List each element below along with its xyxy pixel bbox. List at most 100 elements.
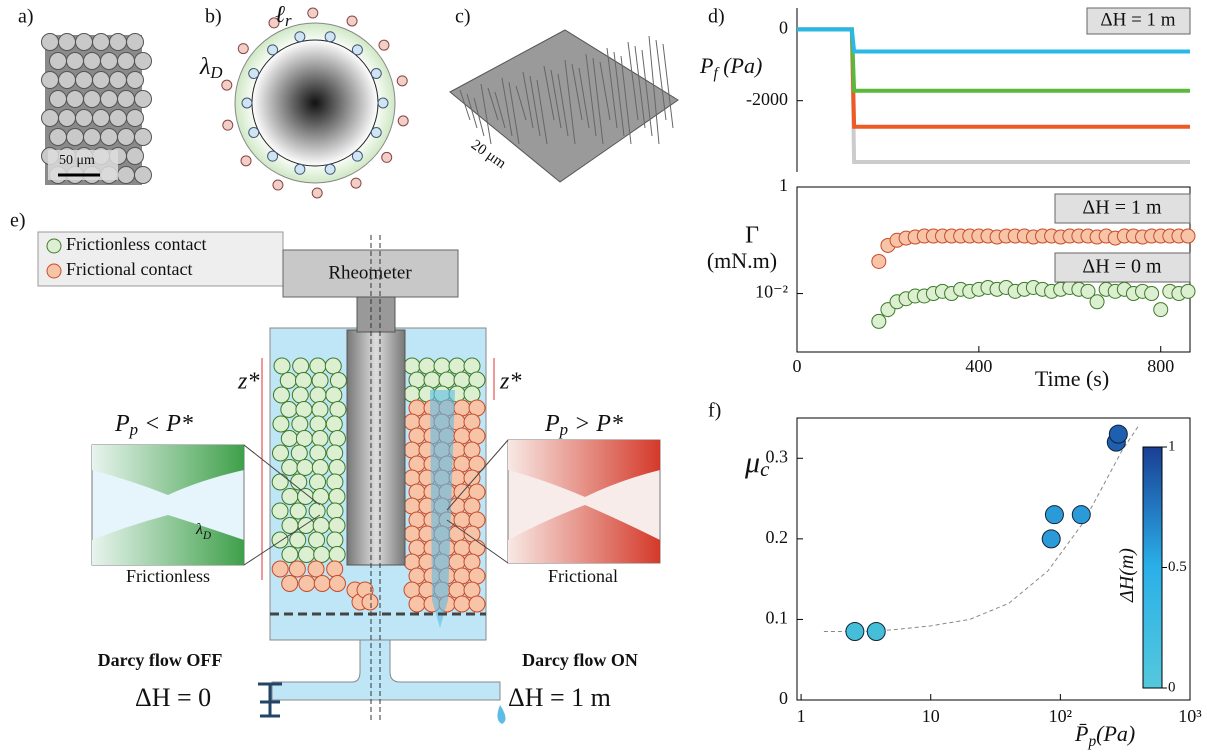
y-axis-label-part: μ bbox=[744, 446, 760, 479]
shaft bbox=[346, 329, 406, 566]
annotation: ΔH = 1 m bbox=[1082, 197, 1162, 219]
neg-ion bbox=[324, 163, 336, 175]
frictionless-grain bbox=[297, 546, 315, 563]
frictionless-grain bbox=[272, 386, 290, 404]
drop bbox=[497, 705, 506, 724]
rheometer-label: Rheometer bbox=[328, 262, 412, 283]
frictionless-grain bbox=[289, 531, 307, 549]
pos-ion bbox=[381, 151, 393, 163]
droplet bbox=[66, 90, 84, 108]
surface-texture bbox=[459, 89, 471, 121]
droplet bbox=[49, 128, 67, 146]
y-tick-label: 1 bbox=[779, 175, 788, 195]
line bbox=[797, 27, 1190, 93]
surface-texture bbox=[515, 85, 527, 121]
pos-ion bbox=[272, 179, 284, 191]
frictionless-grain bbox=[271, 473, 289, 491]
pos-ion bbox=[397, 115, 409, 127]
surface-texture bbox=[564, 59, 576, 145]
droplet bbox=[58, 33, 76, 51]
frictionless-grain bbox=[309, 444, 327, 462]
surface-texture bbox=[550, 69, 562, 129]
inset-grain bbox=[92, 445, 244, 495]
ell-label-part: r bbox=[285, 11, 292, 30]
legend-text: Frictional contact bbox=[66, 259, 192, 279]
x-axis-label-part: P̄ bbox=[1074, 721, 1088, 746]
frictionless-grain bbox=[296, 459, 314, 476]
frictionless-grain bbox=[273, 357, 291, 375]
droplet bbox=[49, 90, 67, 108]
frictional-grain bbox=[326, 560, 344, 578]
pipe bbox=[271, 639, 501, 701]
x-axis-label-part: (Pa) bbox=[1096, 721, 1135, 746]
height-label: ΔH = 0 bbox=[135, 683, 211, 712]
condition-part: P bbox=[114, 411, 130, 437]
surface-texture bbox=[480, 83, 492, 145]
droplet bbox=[134, 90, 152, 108]
frictionless-grain bbox=[309, 473, 327, 491]
spindle bbox=[356, 296, 396, 333]
frictionless-grain bbox=[272, 415, 290, 433]
y-axis-label: μc bbox=[744, 446, 770, 481]
droplet bbox=[100, 52, 118, 70]
point bbox=[1153, 302, 1169, 318]
inset-caption: Frictional bbox=[548, 566, 618, 586]
y-tick-label: 0.1 bbox=[766, 608, 789, 628]
droplet bbox=[75, 71, 93, 89]
surface-texture bbox=[501, 77, 513, 137]
y-tick-label: 0 bbox=[779, 18, 788, 38]
droplet bbox=[66, 128, 84, 146]
pos-ion bbox=[378, 39, 390, 51]
inset-caption: Frictionless bbox=[126, 566, 210, 586]
droplet bbox=[117, 166, 135, 184]
lambda-label: λD bbox=[199, 54, 223, 82]
surface-texture bbox=[592, 57, 604, 145]
droplet bbox=[100, 90, 118, 108]
point bbox=[866, 622, 886, 642]
point bbox=[1071, 505, 1091, 525]
surface-texture bbox=[606, 47, 618, 129]
inset-lambda: λD bbox=[195, 521, 211, 542]
frictionless-grain bbox=[294, 372, 312, 389]
x-tick-label: 400 bbox=[965, 356, 992, 376]
droplet bbox=[66, 52, 84, 70]
frictionless-grain bbox=[312, 488, 330, 505]
legend-box bbox=[1086, 7, 1191, 35]
z-star: z* bbox=[499, 369, 521, 395]
droplet bbox=[83, 128, 101, 146]
droplet bbox=[109, 71, 127, 89]
annotation-box bbox=[1054, 252, 1191, 283]
x-tick-label: 10 bbox=[922, 706, 940, 726]
frictionless-grain bbox=[309, 415, 327, 433]
frictionless-grain bbox=[292, 357, 310, 375]
y-axis-label: Γ bbox=[745, 223, 759, 249]
droplet bbox=[83, 90, 101, 108]
inset-connector bbox=[446, 439, 509, 511]
point bbox=[1080, 283, 1096, 299]
frictional-grain bbox=[298, 575, 316, 592]
condition-part: p bbox=[559, 420, 568, 439]
x-tick-label: 1 bbox=[797, 706, 806, 726]
rheometer bbox=[282, 249, 459, 298]
line bbox=[797, 27, 1190, 165]
droplet bbox=[41, 71, 59, 89]
surface-texture bbox=[529, 75, 541, 137]
neg-ion bbox=[241, 97, 253, 109]
annotation-box bbox=[1054, 193, 1191, 224]
legend-green bbox=[46, 238, 62, 254]
frictional-grain bbox=[361, 593, 379, 611]
surface bbox=[449, 29, 679, 183]
pos-ion bbox=[268, 17, 280, 29]
frictionless-grain bbox=[309, 357, 327, 375]
y-tick-label: -2000 bbox=[746, 89, 788, 109]
panel-label: f) bbox=[708, 400, 721, 422]
pos-ion bbox=[311, 187, 323, 199]
frictionless-grain bbox=[280, 401, 298, 418]
pos-ion bbox=[396, 75, 408, 87]
pos-ion bbox=[307, 7, 319, 19]
surface-texture bbox=[522, 71, 534, 129]
frictional-grain bbox=[288, 560, 306, 578]
neg-ion bbox=[248, 67, 260, 79]
neg-ion bbox=[370, 127, 382, 139]
